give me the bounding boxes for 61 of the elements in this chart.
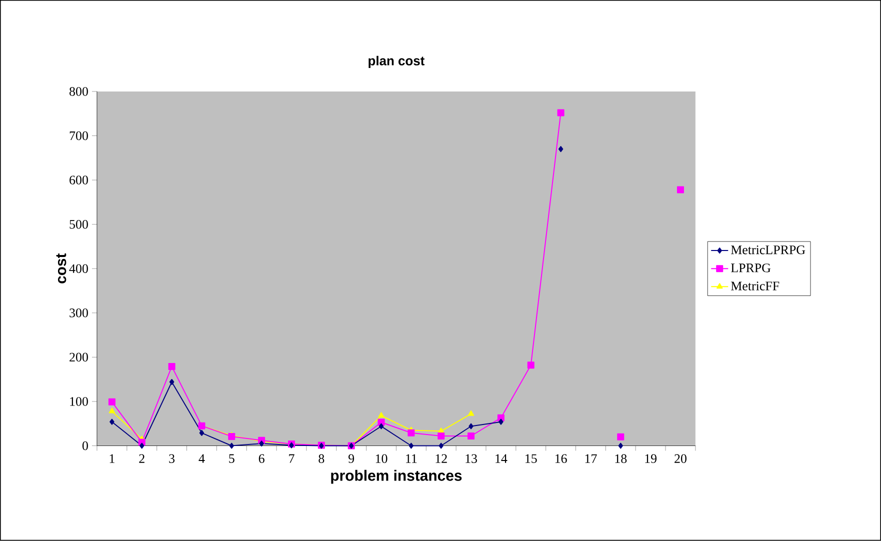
y-tick-label: 0 — [82, 442, 88, 450]
point — [527, 362, 534, 369]
point — [378, 423, 384, 430]
x-tick-label: 20 — [674, 454, 686, 464]
point — [408, 430, 415, 437]
point — [229, 442, 234, 449]
y-tick-label: 800 — [70, 87, 88, 96]
x-axis-title: problem instances — [331, 470, 462, 484]
x-tick-label: 7 — [289, 454, 294, 463]
y-tick-label: 300 — [70, 308, 88, 318]
point — [199, 430, 204, 436]
point — [259, 440, 264, 447]
x-tick-label: 2 — [139, 454, 144, 463]
point — [169, 379, 174, 386]
x-tick-label: 5 — [229, 454, 234, 464]
point — [468, 410, 474, 416]
x-tick-label: 4 — [198, 454, 205, 463]
y-tick-label: 200 — [70, 352, 88, 362]
x-tick-label: 11 — [406, 454, 417, 463]
legend-label: LPRPG — [731, 264, 771, 272]
point — [110, 418, 114, 425]
chart-title: plan cost — [368, 56, 424, 68]
point — [557, 109, 564, 116]
x-tick-label: 1 — [110, 454, 114, 463]
point — [139, 442, 144, 449]
y-axis-title: cost — [56, 254, 66, 284]
point — [468, 423, 474, 430]
x-tick-label: 10 — [376, 454, 388, 464]
point — [438, 432, 445, 440]
x-tick-label: 14 — [496, 454, 508, 463]
y-tick-label: 400 — [69, 264, 88, 274]
point — [438, 442, 444, 449]
y-tick-label: 500 — [70, 220, 88, 229]
point — [408, 442, 414, 449]
point — [676, 186, 684, 194]
x-tick-label: 16 — [555, 454, 567, 464]
y-tick-label: 700 — [70, 132, 88, 140]
point — [558, 146, 564, 152]
legend-label: MetricLPRPG — [731, 246, 806, 254]
point — [468, 432, 475, 440]
point — [228, 433, 236, 440]
point — [498, 418, 504, 425]
x-tick-label: 15 — [526, 454, 537, 464]
point — [617, 434, 624, 441]
legend-label: MetricFF — [731, 282, 780, 290]
x-tick-label: 17 — [585, 454, 597, 463]
point — [378, 412, 384, 418]
point — [108, 408, 116, 414]
x-tick-label: 18 — [615, 454, 627, 464]
x-tick-label: 3 — [169, 454, 175, 464]
x-tick-label: 19 — [645, 454, 657, 464]
point — [168, 363, 176, 370]
x-tick-label: 6 — [258, 454, 264, 464]
point — [618, 442, 624, 449]
x-tick-label: 8 — [318, 454, 324, 464]
y-tick-label: 100 — [70, 397, 88, 406]
x-tick-label: 9 — [348, 454, 354, 464]
y-tick-label: 600 — [70, 176, 88, 185]
x-tick-label: 12 — [436, 454, 447, 463]
point — [108, 398, 116, 406]
x-tick-label: 13 — [466, 454, 477, 464]
